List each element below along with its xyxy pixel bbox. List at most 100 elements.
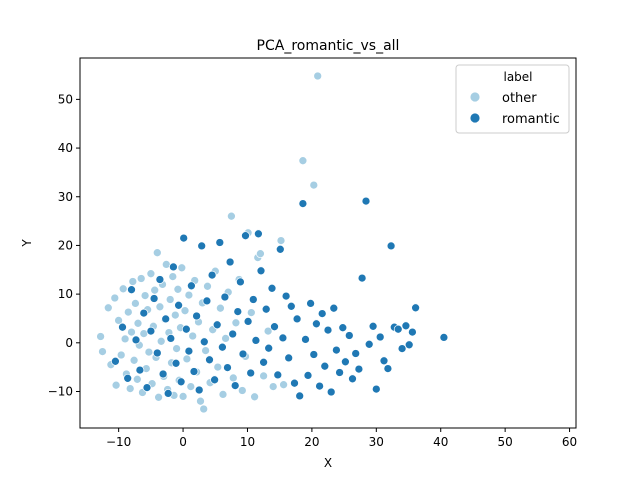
point-romantic xyxy=(292,314,302,324)
x-tick-label: 40 xyxy=(433,435,448,449)
point-romantic xyxy=(131,335,141,345)
point-other xyxy=(201,346,210,355)
x-tick-label: 30 xyxy=(369,435,384,449)
point-other xyxy=(150,285,160,295)
point-other xyxy=(246,308,256,317)
point-romantic xyxy=(439,333,449,342)
point-romantic xyxy=(197,241,207,251)
point-romantic xyxy=(123,373,133,383)
point-romantic xyxy=(111,356,120,366)
point-romantic xyxy=(233,307,243,316)
point-other xyxy=(180,306,190,316)
point-other xyxy=(203,281,212,291)
point-romantic xyxy=(267,283,277,293)
point-other xyxy=(231,318,241,328)
x-tick-label: −10 xyxy=(106,435,131,449)
point-other xyxy=(131,299,140,308)
point-romantic xyxy=(223,363,232,372)
point-romantic xyxy=(273,370,283,380)
point-romantic xyxy=(228,329,238,339)
point-romantic xyxy=(118,322,127,332)
y-tick-label: 50 xyxy=(58,92,73,106)
point-romantic xyxy=(215,238,225,247)
point-romantic xyxy=(161,314,171,324)
point-romantic xyxy=(225,257,235,267)
point-romantic xyxy=(194,385,204,395)
point-romantic xyxy=(171,358,181,368)
points-layer xyxy=(96,71,449,414)
point-other xyxy=(227,211,236,221)
point-romantic xyxy=(401,321,411,331)
point-other xyxy=(298,156,308,166)
x-axis: −10 0 10 20 30 40 50 60 xyxy=(106,428,577,449)
point-romantic xyxy=(275,244,285,254)
point-romantic xyxy=(295,391,305,401)
point-romantic xyxy=(404,340,414,350)
point-romantic xyxy=(393,324,403,334)
point-other xyxy=(111,380,121,390)
point-romantic xyxy=(317,309,327,318)
point-romantic xyxy=(301,335,310,344)
point-romantic xyxy=(127,285,136,295)
point-romantic xyxy=(142,383,152,392)
point-romantic xyxy=(259,357,268,367)
x-tick-label: 50 xyxy=(498,435,513,449)
point-other xyxy=(96,332,105,341)
point-other xyxy=(268,382,278,391)
point-romantic xyxy=(179,233,189,243)
point-romantic xyxy=(241,231,250,241)
point-romantic xyxy=(135,365,145,375)
point-romantic xyxy=(320,361,330,371)
point-romantic xyxy=(368,321,378,331)
point-other xyxy=(154,392,163,402)
point-romantic xyxy=(256,266,266,276)
point-romantic xyxy=(371,384,381,394)
point-romantic xyxy=(323,325,333,335)
point-other xyxy=(136,274,146,283)
x-axis-label: X xyxy=(324,456,332,470)
y-tick-label: 20 xyxy=(58,238,73,252)
point-romantic xyxy=(278,333,288,343)
legend: label other romantic xyxy=(455,64,570,134)
point-other xyxy=(129,355,139,365)
point-romantic xyxy=(236,277,245,287)
point-other xyxy=(118,284,128,294)
point-romantic xyxy=(176,377,186,387)
point-romantic xyxy=(364,339,374,349)
point-romantic xyxy=(139,308,149,318)
point-romantic xyxy=(230,381,240,390)
point-romantic xyxy=(303,371,313,380)
point-romantic xyxy=(163,389,173,398)
point-other xyxy=(146,269,156,279)
point-other xyxy=(172,344,181,353)
point-romantic xyxy=(351,349,361,358)
point-other xyxy=(313,71,323,81)
point-romantic xyxy=(397,344,407,353)
point-romantic xyxy=(357,273,367,283)
point-romantic xyxy=(158,369,168,379)
point-other xyxy=(218,390,228,399)
point-romantic xyxy=(181,324,191,334)
legend-label-other: other xyxy=(502,91,537,106)
point-other xyxy=(182,354,192,364)
point-romantic xyxy=(329,303,339,313)
point-other xyxy=(133,318,143,328)
point-other xyxy=(132,374,142,384)
point-romantic xyxy=(218,342,227,352)
point-romantic xyxy=(326,387,336,397)
point-other xyxy=(184,290,194,300)
point-romantic xyxy=(174,300,183,310)
point-other xyxy=(309,180,319,190)
point-other xyxy=(259,371,268,381)
point-other xyxy=(165,295,175,304)
point-romantic xyxy=(238,349,248,359)
point-other xyxy=(125,384,135,393)
point-romantic xyxy=(338,323,348,333)
point-romantic xyxy=(189,367,199,376)
point-other xyxy=(98,347,107,356)
point-other xyxy=(114,316,123,325)
point-other xyxy=(156,336,166,346)
y-tick-label: 40 xyxy=(58,141,73,155)
point-romantic xyxy=(361,196,371,206)
point-other xyxy=(128,277,138,286)
